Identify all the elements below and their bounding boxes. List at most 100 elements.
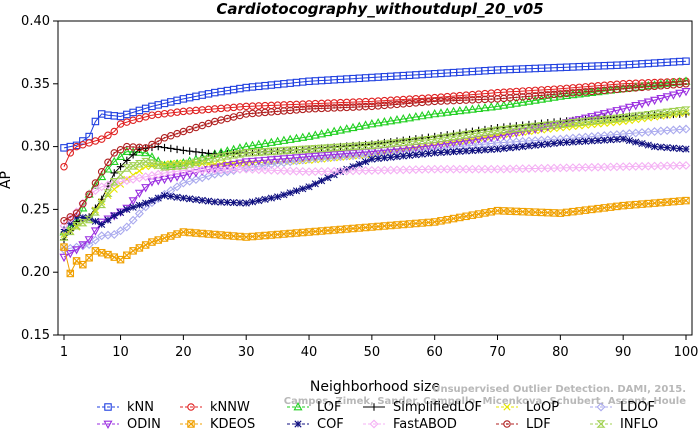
data-point-inflo	[90, 208, 100, 216]
data-point-cof	[462, 147, 470, 155]
data-point-fastabod	[562, 163, 572, 173]
data-point-odin	[273, 155, 283, 165]
data-point-cof	[355, 160, 363, 168]
data-point-inflo	[59, 233, 69, 241]
data-point-kdeos	[72, 257, 81, 265]
data-point-fastabod	[317, 166, 327, 176]
data-point-inflo	[492, 126, 503, 135]
legend-label: kNNW	[210, 400, 250, 415]
data-point-lof	[254, 139, 264, 148]
data-point-ldf	[232, 116, 235, 118]
data-point-cof	[443, 148, 451, 156]
data-point-ldof	[631, 128, 641, 138]
data-point-lof	[474, 103, 484, 113]
data-point-odin	[241, 158, 251, 167]
data-point-cof	[154, 194, 162, 202]
data-point-lof	[524, 96, 534, 105]
data-point-ldf	[408, 102, 411, 105]
data-point-fastabod	[210, 165, 220, 175]
data-point-kdeos	[493, 207, 502, 215]
data-point-inflo	[128, 162, 138, 170]
data-point-lof	[423, 110, 433, 119]
data-point-inflo	[436, 134, 446, 142]
data-point-kdeos	[374, 222, 382, 231]
data-point-ldf	[358, 106, 361, 108]
data-point-cof	[393, 153, 401, 161]
data-point-simplifiedlof	[160, 143, 169, 152]
data-point-ldf	[528, 95, 530, 98]
data-point-cof	[267, 194, 275, 202]
data-point-fastabod	[593, 162, 603, 172]
data-point-lof	[580, 88, 591, 97]
data-point-ldof	[668, 125, 678, 135]
data-point-inflo	[530, 122, 540, 131]
data-point-inflo	[681, 106, 691, 114]
legend-label: FastABOD	[393, 417, 457, 432]
data-point-kdeos	[682, 196, 690, 205]
data-point-fastabod	[643, 161, 653, 171]
data-point-kdeos	[299, 228, 307, 237]
legend-marker	[294, 420, 302, 428]
data-point-kdeos	[198, 229, 206, 238]
data-point-cof	[412, 151, 420, 159]
data-point-cof	[79, 213, 87, 222]
data-point-ldf	[446, 99, 449, 102]
data-point-lof	[587, 87, 597, 96]
data-point-inflo	[631, 112, 641, 120]
x-tick-label: 70	[489, 345, 506, 360]
data-point-fastabod	[417, 164, 427, 174]
legend-item-knn: kNN	[97, 400, 154, 415]
data-point-inflo	[587, 117, 597, 125]
data-point-ldf	[565, 92, 568, 95]
data-point-odin	[348, 149, 358, 159]
data-point-simplifiedlof	[185, 147, 194, 155]
legend-item-loop: LoOP	[496, 400, 559, 415]
data-point-odin	[599, 110, 609, 119]
data-point-ldf	[301, 108, 304, 111]
data-point-cof	[280, 191, 288, 199]
data-point-inflo	[398, 138, 408, 146]
data-point-ldof	[348, 151, 358, 161]
data-point-kdeos	[343, 225, 351, 233]
data-point-fastabod	[430, 164, 440, 174]
data-point-fastabod	[568, 163, 578, 173]
legend-label: LDOF	[620, 400, 655, 415]
data-point-cof	[550, 139, 558, 148]
data-point-kdeos	[424, 218, 432, 227]
data-point-cof	[160, 191, 169, 200]
data-point-inflo	[354, 142, 364, 150]
data-point-kdeos	[418, 219, 426, 227]
data-point-inflo	[675, 107, 685, 115]
data-point-inflo	[574, 118, 584, 126]
data-point-kdeos	[286, 229, 294, 238]
data-point-cof	[569, 138, 577, 146]
data-point-cof	[405, 151, 414, 159]
data-point-ldf	[144, 146, 147, 149]
data-point-knnw	[60, 162, 68, 171]
data-point-fastabod	[449, 164, 459, 174]
legend-marker	[596, 420, 606, 428]
data-point-lof	[574, 89, 584, 98]
data-point-inflo	[568, 118, 578, 127]
data-point-ldf	[471, 98, 474, 101]
data-point-ldof	[643, 127, 653, 137]
data-point-kdeos	[399, 220, 407, 229]
data-point-kdeos	[223, 231, 231, 240]
data-point-kdeos	[267, 231, 275, 239]
data-point-lof	[398, 114, 408, 123]
data-point-fastabod	[329, 166, 339, 176]
data-point-odin	[631, 102, 641, 111]
data-point-lof	[442, 107, 452, 116]
data-point-kdeos	[644, 200, 652, 208]
y-tick-label: 0.30	[21, 140, 50, 155]
data-point-fastabod	[310, 167, 320, 177]
data-point-fastabod	[574, 163, 584, 173]
data-point-cof	[261, 195, 269, 203]
data-point-fastabod	[367, 165, 377, 175]
data-point-inflo	[543, 121, 553, 129]
legend-marker	[503, 420, 511, 428]
data-point-knn	[682, 57, 690, 65]
data-point-cof	[613, 135, 621, 144]
data-point-cof	[525, 142, 533, 150]
data-point-ldof	[310, 154, 320, 164]
